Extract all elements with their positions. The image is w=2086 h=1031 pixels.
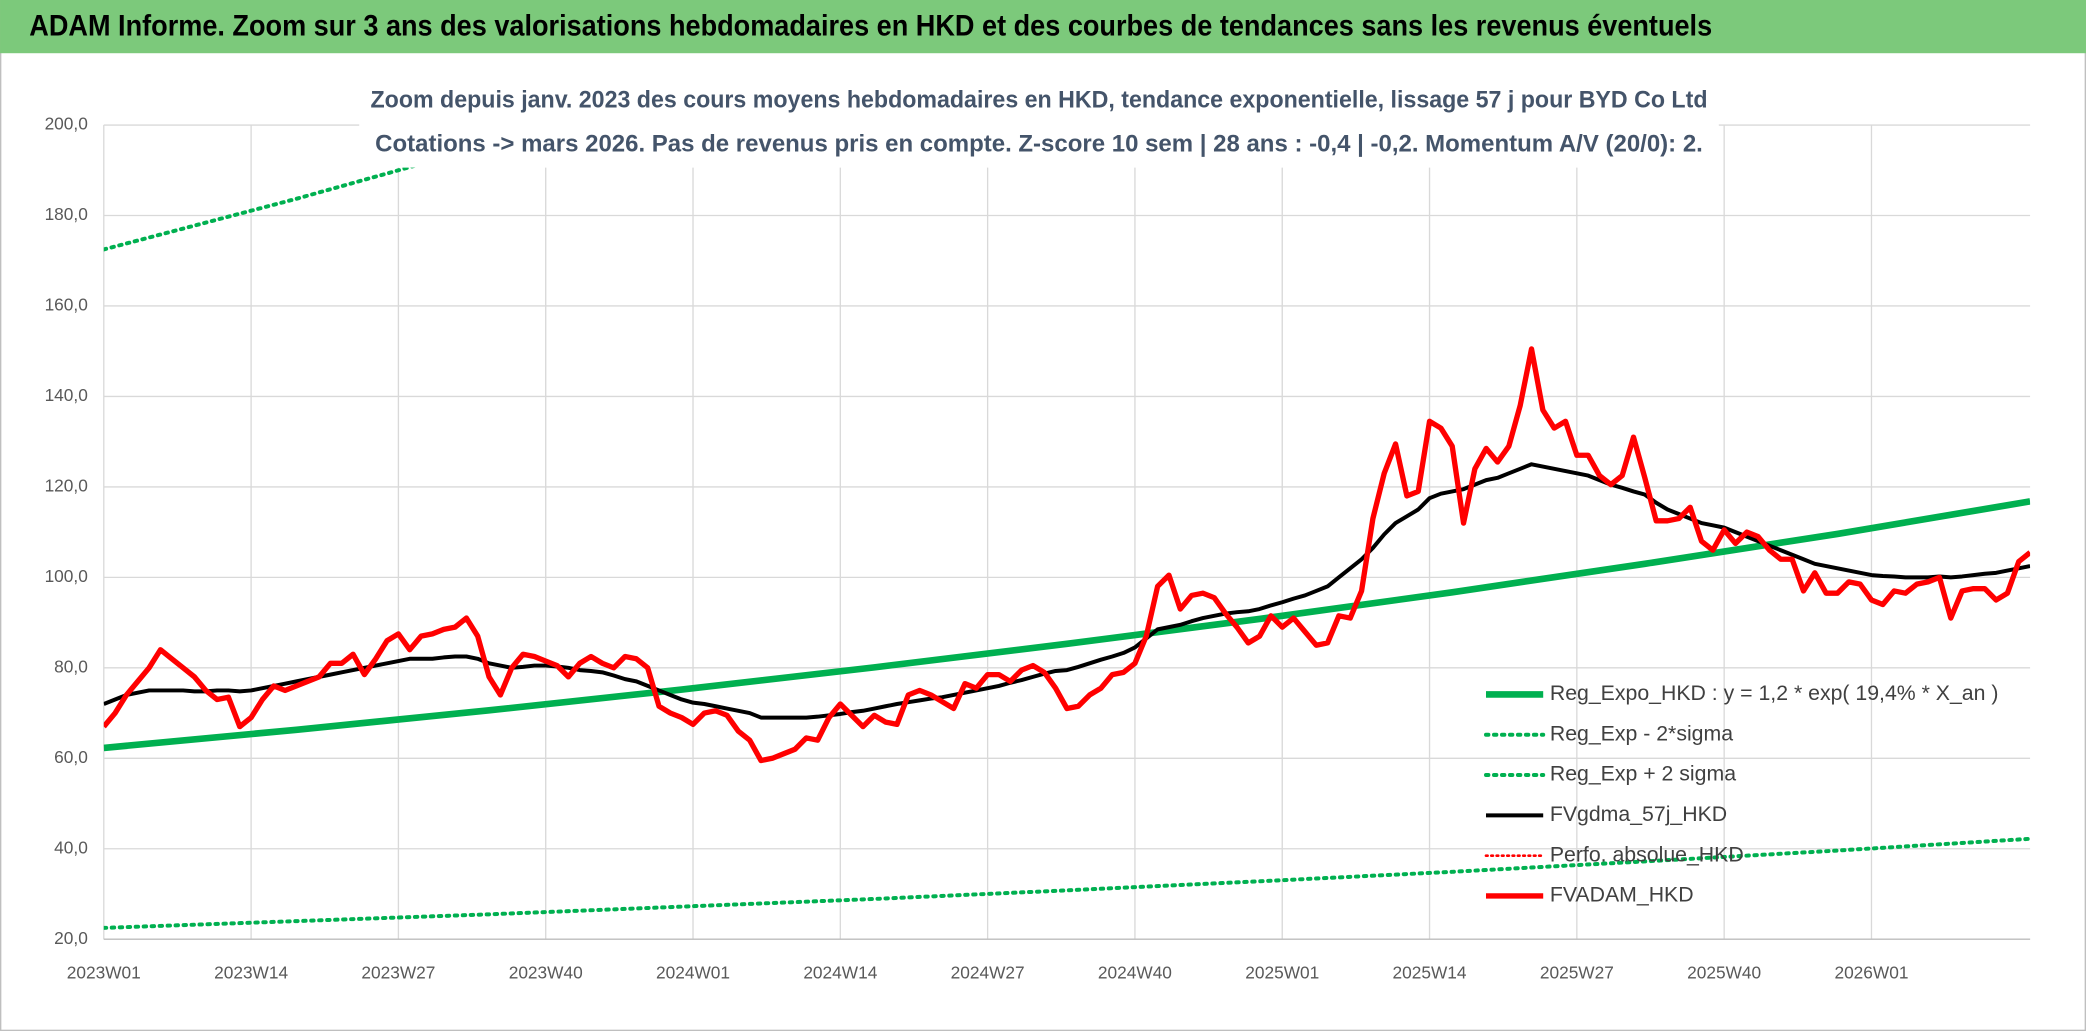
header-bar xyxy=(0,0,2086,54)
x-tick-label: 2025W14 xyxy=(1393,962,1467,982)
legend-label: Reg_Expo_HKD : y = 1,2 * exp( 19,4% * X_… xyxy=(1550,681,1999,705)
grid: 20,0 40,0 60,0 80,0 100,0 120,0 140,0 160,0 180,… xyxy=(45,114,2031,982)
series-line xyxy=(103,462,2031,720)
y-tick-label: 120,0 xyxy=(45,475,88,495)
series-line xyxy=(103,498,2031,752)
legend-label: FVgdma_57j_HKD xyxy=(1550,802,1727,826)
series-line xyxy=(103,346,2031,764)
x-tick-label: 2023W01 xyxy=(67,962,141,982)
subtitle-box xyxy=(359,79,1719,168)
legend-label: Perfo. absolue_HKD xyxy=(1550,842,1744,866)
y-tick-label: 20,0 xyxy=(54,928,88,948)
legend: Reg_Expo_HKD : y = 1,2 * exp( 19,4% * X_… xyxy=(1484,681,1999,907)
y-tick-label: 140,0 xyxy=(45,385,88,405)
y-tick-label: 100,0 xyxy=(45,566,88,586)
y-tick-label: 160,0 xyxy=(45,295,88,315)
x-tick-label: 2024W01 xyxy=(656,962,730,982)
y-tick-label: 40,0 xyxy=(54,837,88,857)
x-tick-label: 2024W40 xyxy=(1098,962,1172,982)
legend-label: Reg_Exp + 2 sigma xyxy=(1550,762,1736,786)
subtitle: Zoom depuis janv. 2023 des cours moyens … xyxy=(371,86,1708,113)
x-tick-label: 2023W14 xyxy=(214,962,288,982)
chart-title: ADAM Informe. Zoom sur 3 ans des valoris… xyxy=(29,11,1712,43)
x-tick-label: 2023W40 xyxy=(509,962,583,982)
y-tick-label: 60,0 xyxy=(54,747,88,767)
y-tick-label: 180,0 xyxy=(45,204,88,224)
legend-label: Reg_Exp - 2*sigma xyxy=(1550,721,1733,745)
plot-lines xyxy=(103,125,2031,930)
y-tick-label: 80,0 xyxy=(54,656,88,676)
x-tick-label: 2026W01 xyxy=(1834,962,1908,982)
legend-label: FVADAM_HKD xyxy=(1550,883,1694,907)
x-tick-label: 2025W01 xyxy=(1245,962,1319,982)
x-tick-label: 2023W27 xyxy=(361,962,435,982)
series-line xyxy=(103,836,2031,930)
x-tick-label: 2025W27 xyxy=(1540,962,1614,982)
x-tick-label: 2025W40 xyxy=(1687,962,1761,982)
y-tick-label: 200,0 xyxy=(45,114,88,134)
x-tick-label: 2024W27 xyxy=(951,962,1025,982)
x-tick-label: 2024W14 xyxy=(803,962,877,982)
subtitle: Cotations -> mars 2026. Pas de revenus p… xyxy=(375,130,1703,157)
